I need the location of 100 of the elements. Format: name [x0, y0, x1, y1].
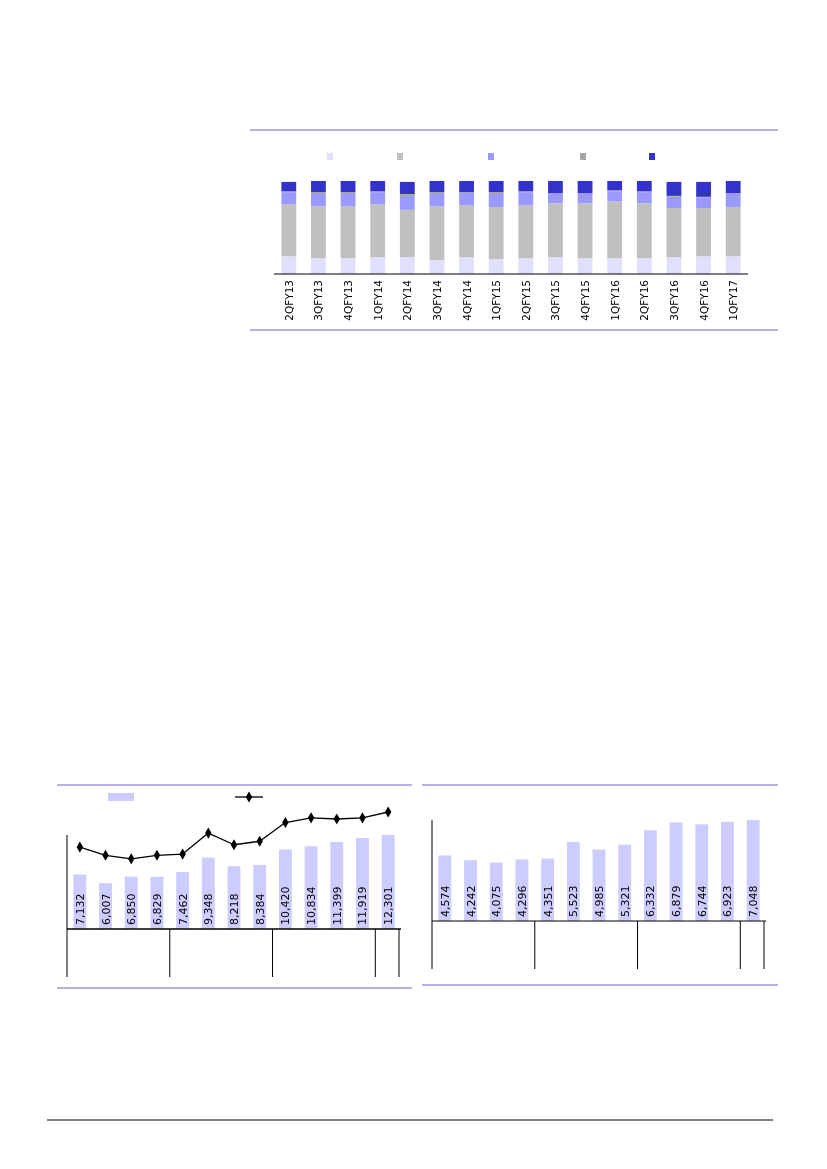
bar: [399, 209, 415, 258]
bar: [607, 258, 623, 274]
bar: [548, 181, 563, 194]
bar: [429, 194, 445, 207]
x-tick-label: 4QFY15: [579, 280, 592, 321]
data-label: 6,007: [99, 893, 113, 925]
x-tick-label: 2QFY16: [638, 279, 651, 321]
data-label: 4,985: [593, 885, 606, 917]
data-label: 9,348: [202, 893, 216, 925]
bar: [548, 257, 563, 274]
bar: [548, 194, 563, 204]
data-label: 8,218: [228, 893, 241, 925]
bar: [488, 259, 504, 274]
bar: [488, 194, 504, 208]
bar: [370, 192, 386, 205]
bar: [459, 257, 474, 274]
bar: [725, 181, 741, 194]
data-label: 4,296: [515, 885, 529, 917]
data-label: 6,923: [721, 885, 735, 917]
bar: [695, 824, 709, 921]
bar: [370, 257, 386, 274]
bar: [518, 258, 534, 274]
bar: [577, 203, 593, 259]
x-tick-label: 3QFY13: [312, 280, 325, 321]
data-label: 10,420: [279, 886, 293, 925]
data-label: 6,879: [670, 885, 684, 917]
bar: [518, 192, 534, 206]
bar: [666, 207, 682, 258]
bar: [518, 181, 534, 192]
bar: [429, 206, 445, 261]
bar: [725, 194, 741, 208]
bar: [399, 181, 415, 195]
x-tick-label: 2QFY15: [519, 280, 532, 321]
bar: [281, 192, 297, 205]
data-label: 12,301: [382, 886, 396, 925]
bar: [399, 194, 415, 210]
bar: [607, 191, 623, 202]
data-label: 5,321: [618, 885, 632, 917]
bar: [518, 205, 534, 259]
bar: [459, 205, 474, 258]
bar: [311, 258, 326, 274]
data-label: 10,834: [305, 886, 319, 925]
data-label: 4,242: [464, 885, 478, 917]
bar: [577, 194, 593, 204]
data-label: 4,574: [438, 885, 452, 917]
bar: [281, 204, 297, 257]
bar: [311, 194, 326, 207]
bar: [399, 257, 415, 274]
bar: [577, 181, 593, 194]
bar: [725, 256, 741, 274]
x-tick-label: 3QFY14: [430, 279, 443, 321]
bar: [311, 206, 326, 259]
data-label: 6,332: [644, 885, 658, 917]
x-tick-label: 3QFY15: [549, 280, 562, 321]
x-tick-label: 4QFY14: [460, 279, 473, 321]
bar: [666, 196, 682, 208]
bar: [746, 820, 760, 921]
bar: [607, 181, 623, 191]
bar: [459, 181, 474, 193]
bar: [696, 181, 711, 197]
bar: [696, 207, 711, 257]
x-tick-label: 1QFY15: [490, 280, 503, 321]
bar: [459, 193, 474, 206]
data-label: 6,744: [695, 885, 709, 917]
bar: [281, 256, 297, 274]
bar: [311, 181, 326, 193]
x-tick-label: 1QFY14: [371, 279, 384, 321]
bar: [429, 181, 445, 193]
bar: [725, 207, 741, 257]
data-label: 7,462: [176, 893, 190, 925]
data-label: 7,132: [73, 893, 87, 925]
bar: [340, 206, 356, 259]
x-tick-label: 2QFY13: [282, 280, 295, 321]
bar: [340, 194, 356, 207]
bar: [548, 203, 563, 258]
bar: [696, 256, 711, 274]
data-label: 5,523: [567, 885, 581, 917]
x-tick-label: 2QFY14: [401, 279, 414, 321]
data-label: 4,075: [490, 885, 504, 917]
bar: [340, 181, 356, 193]
data-label: 6,850: [125, 893, 139, 925]
bar: [666, 257, 682, 274]
bar: [636, 181, 652, 192]
bar: [488, 207, 504, 260]
x-tick-label: 4QFY13: [342, 280, 355, 321]
data-label: 11,399: [330, 886, 344, 925]
bar: [340, 258, 356, 274]
bar: [370, 181, 386, 192]
x-tick-label: 1QFY16: [608, 279, 621, 321]
data-label: 11,919: [356, 886, 370, 925]
bar: [370, 204, 386, 258]
bar: [607, 201, 623, 259]
x-tick-label: 3QFY16: [667, 279, 680, 321]
bar: [577, 258, 593, 274]
bar: [636, 192, 652, 204]
bar: [281, 181, 297, 192]
x-tick-label: 1QFY17: [727, 280, 740, 321]
bar: [696, 197, 711, 208]
data-label: 7,048: [747, 885, 761, 917]
data-label: 8,384: [253, 893, 267, 925]
